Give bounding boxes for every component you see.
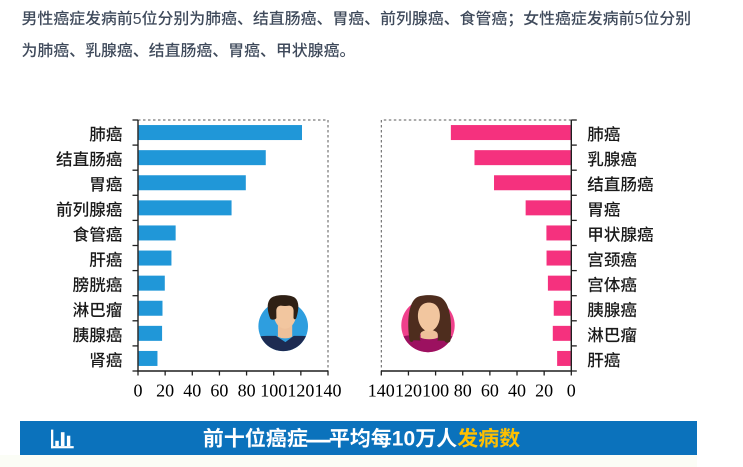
svg-text:5: 5: [635, 11, 644, 28]
svg-text:0: 0: [567, 381, 576, 401]
svg-text:0: 0: [134, 381, 143, 401]
svg-text:80: 80: [454, 381, 472, 401]
svg-text:20: 20: [535, 381, 553, 401]
svg-text:0: 0: [404, 428, 416, 451]
svg-text:140: 140: [368, 381, 395, 401]
svg-text:100: 100: [260, 381, 287, 401]
svg-text:120: 120: [395, 381, 422, 401]
svg-text:40: 40: [183, 381, 201, 401]
svg-text:5: 5: [133, 11, 142, 28]
svg-text:1: 1: [392, 428, 404, 451]
svg-text:40: 40: [508, 381, 526, 401]
svg-text:100: 100: [422, 381, 449, 401]
svg-text:80: 80: [238, 381, 256, 401]
svg-text:140: 140: [315, 381, 342, 401]
svg-text:60: 60: [210, 381, 228, 401]
svg-text:120: 120: [287, 381, 314, 401]
svg-text:60: 60: [481, 381, 499, 401]
svg-text:20: 20: [156, 381, 174, 401]
